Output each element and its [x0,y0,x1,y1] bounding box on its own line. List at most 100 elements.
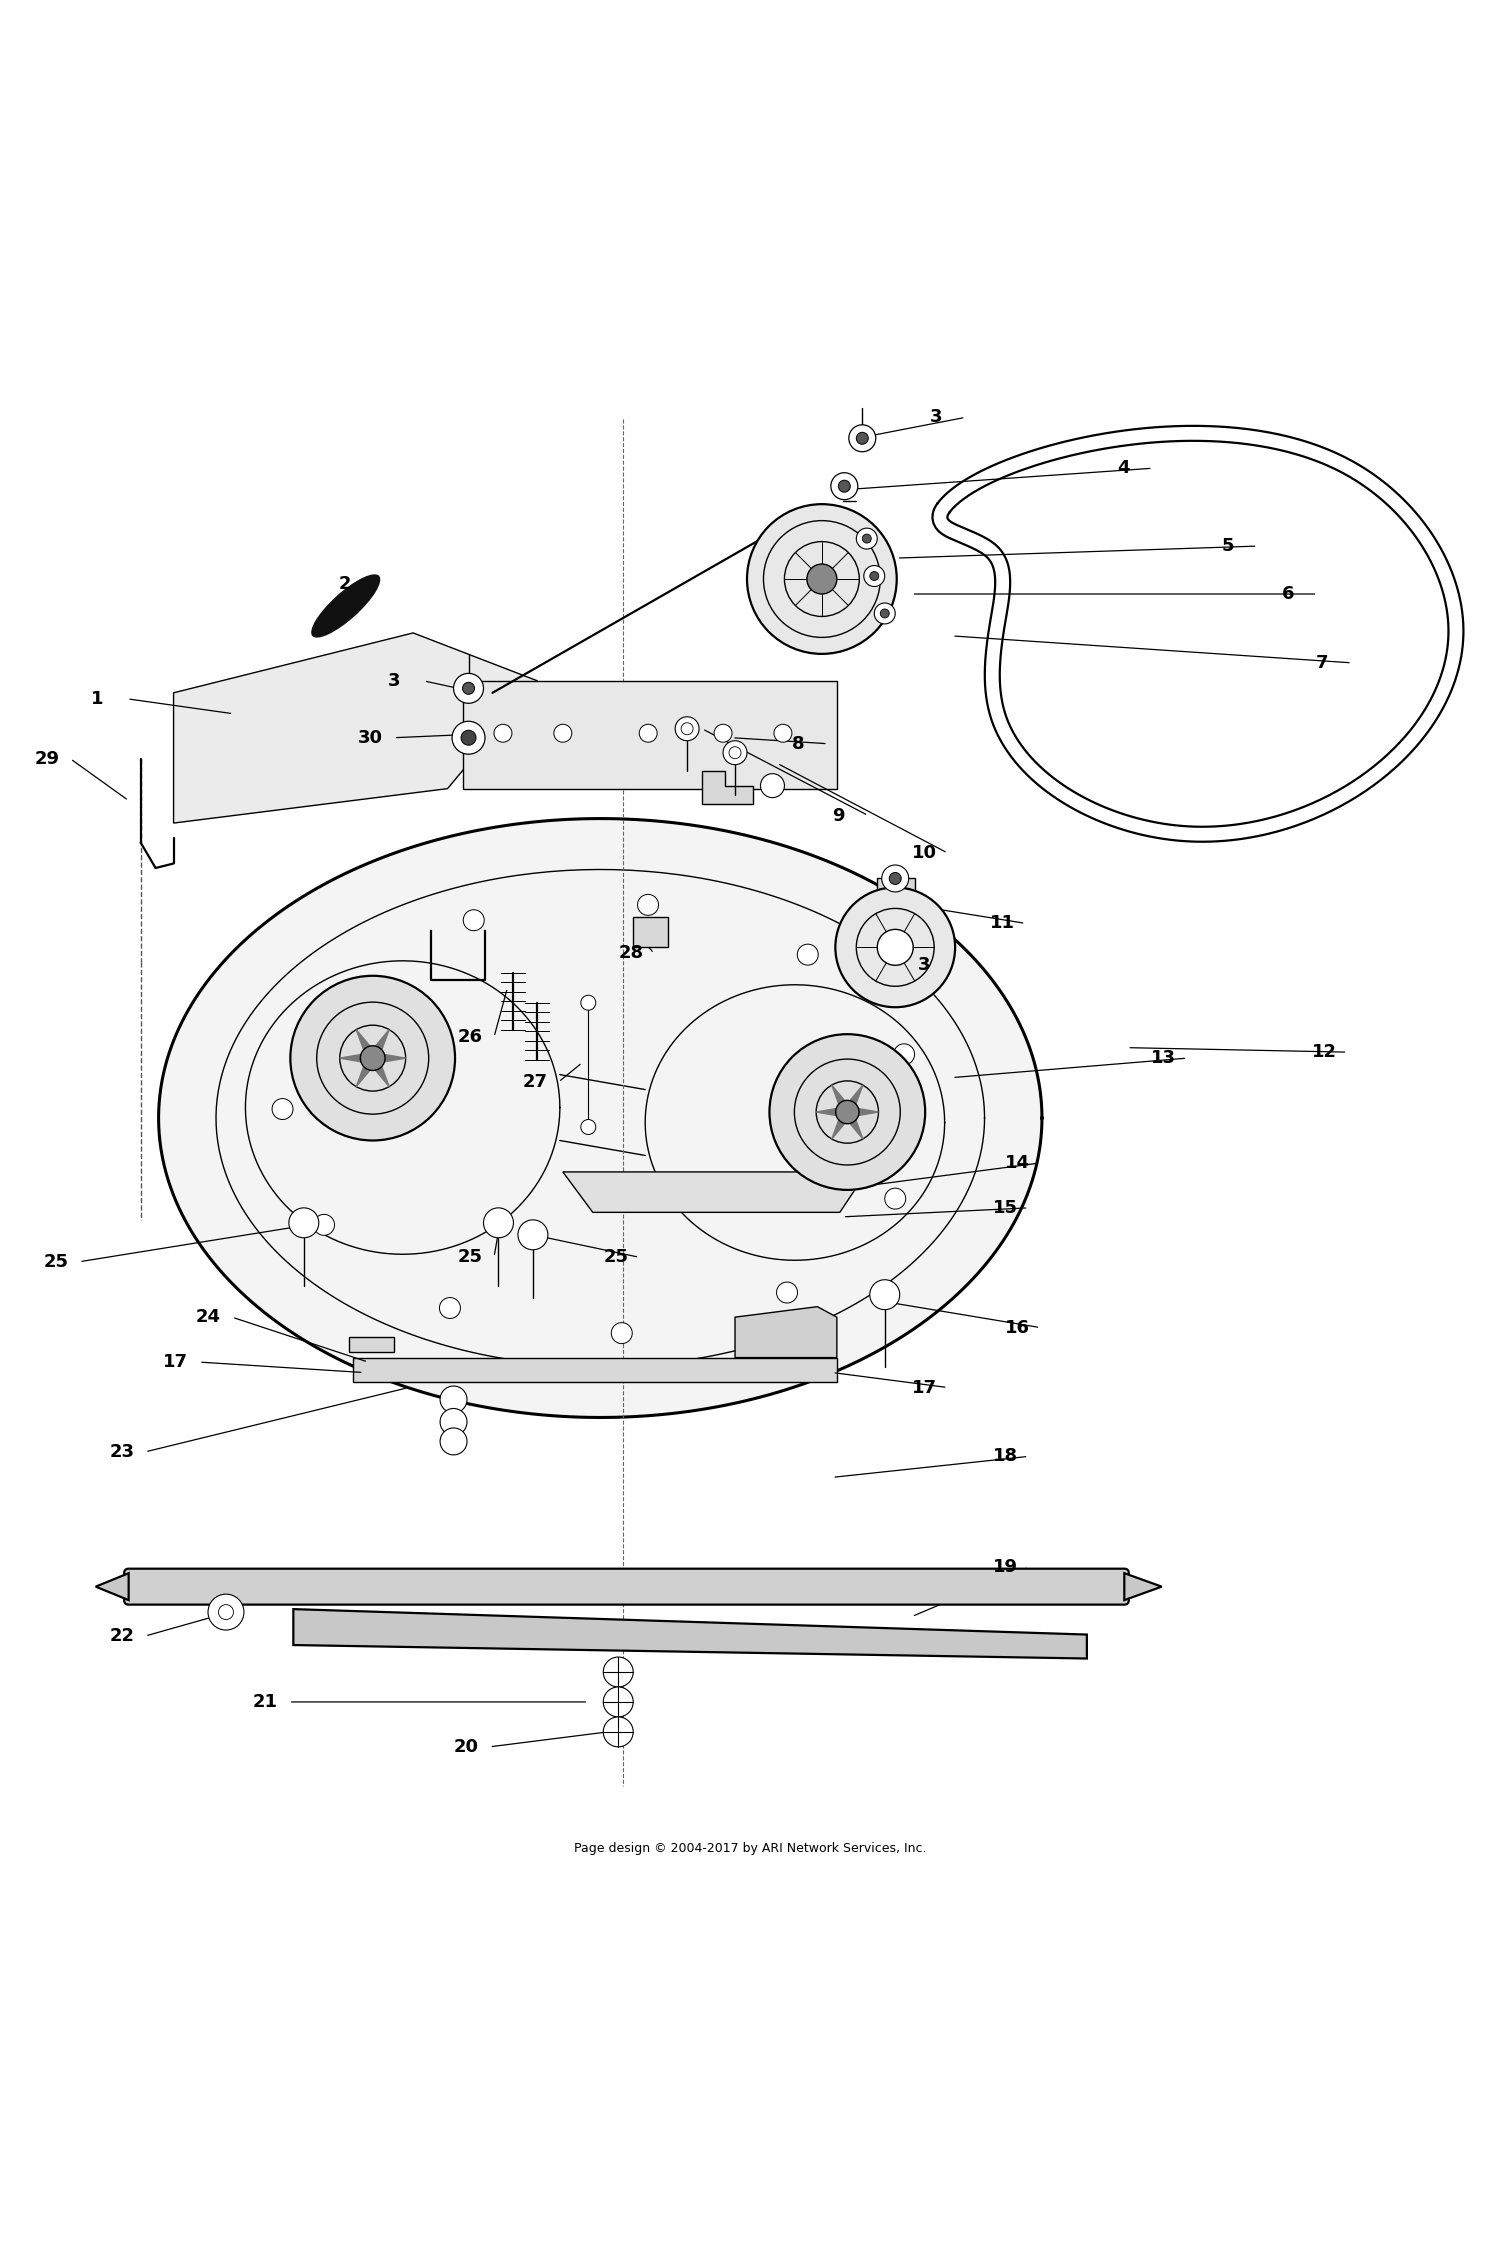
Circle shape [494,723,512,741]
Polygon shape [159,818,1042,1417]
Circle shape [774,723,792,741]
Circle shape [836,1101,860,1123]
Circle shape [870,572,879,581]
Polygon shape [384,1055,405,1062]
Text: 26: 26 [458,1028,483,1046]
Text: 14: 14 [1005,1155,1029,1173]
Text: 10: 10 [912,843,936,861]
Circle shape [681,723,693,734]
Polygon shape [702,771,753,805]
Circle shape [209,1593,245,1629]
Circle shape [219,1605,234,1620]
Text: 3: 3 [930,409,942,427]
Text: 29: 29 [34,750,60,768]
Circle shape [723,741,747,764]
Circle shape [603,1686,633,1718]
Text: 15: 15 [993,1198,1017,1216]
Polygon shape [816,1110,836,1116]
Text: 3: 3 [387,671,400,689]
Text: 11: 11 [990,915,1014,933]
Polygon shape [562,1173,867,1211]
Polygon shape [356,1031,370,1049]
Polygon shape [291,976,454,1141]
Polygon shape [352,1358,837,1381]
Ellipse shape [310,574,381,637]
Text: 18: 18 [993,1446,1017,1464]
Circle shape [729,746,741,759]
Text: 25: 25 [603,1248,628,1266]
Polygon shape [878,879,915,909]
Circle shape [603,1718,633,1747]
Circle shape [580,994,596,1010]
Circle shape [360,1046,386,1071]
Polygon shape [294,1609,1088,1659]
Text: 25: 25 [458,1248,483,1266]
Polygon shape [850,1121,862,1139]
Text: 17: 17 [912,1379,936,1397]
Polygon shape [174,633,537,823]
Circle shape [862,533,871,542]
Text: 3: 3 [918,956,930,974]
Circle shape [882,866,909,893]
Text: 2: 2 [339,574,351,592]
Polygon shape [850,1085,862,1105]
Circle shape [314,1214,334,1236]
Polygon shape [858,1110,879,1116]
Circle shape [777,1281,798,1304]
Circle shape [856,432,868,445]
Text: 17: 17 [164,1354,188,1372]
Text: Page design © 2004-2017 by ARI Network Services, Inc.: Page design © 2004-2017 by ARI Network S… [573,1842,926,1855]
Text: 13: 13 [1152,1049,1176,1067]
Circle shape [440,1428,466,1455]
Circle shape [798,945,818,965]
Polygon shape [375,1031,388,1049]
Text: 25: 25 [44,1252,69,1270]
Circle shape [518,1220,548,1250]
Text: 27: 27 [522,1074,548,1092]
Polygon shape [836,888,956,1008]
Polygon shape [462,680,837,789]
Text: 1: 1 [92,689,104,707]
Polygon shape [375,1067,388,1087]
Text: 24: 24 [196,1309,220,1327]
Polygon shape [356,1067,370,1087]
Text: 19: 19 [993,1557,1017,1575]
Circle shape [807,565,837,594]
Circle shape [839,479,850,493]
Circle shape [849,425,876,452]
Circle shape [580,1119,596,1135]
Text: 4: 4 [1118,459,1130,477]
Circle shape [452,721,484,755]
Text: 5: 5 [1221,538,1234,556]
Polygon shape [1125,1573,1161,1600]
Circle shape [638,895,658,915]
Circle shape [460,730,476,746]
Circle shape [760,773,784,798]
Polygon shape [735,1306,837,1358]
Circle shape [874,603,896,624]
Text: 22: 22 [110,1627,134,1645]
Circle shape [885,1189,906,1209]
Circle shape [675,716,699,741]
Circle shape [462,683,474,694]
Circle shape [440,1385,466,1412]
Text: 12: 12 [1311,1044,1336,1062]
Text: 16: 16 [1005,1318,1029,1336]
Text: 23: 23 [110,1442,134,1460]
Circle shape [864,565,885,588]
Text: 8: 8 [792,734,804,753]
Circle shape [831,472,858,499]
Circle shape [453,673,483,703]
Circle shape [290,1207,320,1238]
Polygon shape [770,1035,926,1189]
Circle shape [880,608,890,617]
Circle shape [894,1044,915,1064]
Circle shape [890,872,902,884]
Circle shape [483,1207,513,1238]
Text: 20: 20 [453,1738,478,1756]
Text: 7: 7 [1316,653,1329,671]
Circle shape [440,1297,460,1318]
Polygon shape [633,918,668,947]
Polygon shape [831,1121,844,1139]
Circle shape [272,1098,292,1119]
